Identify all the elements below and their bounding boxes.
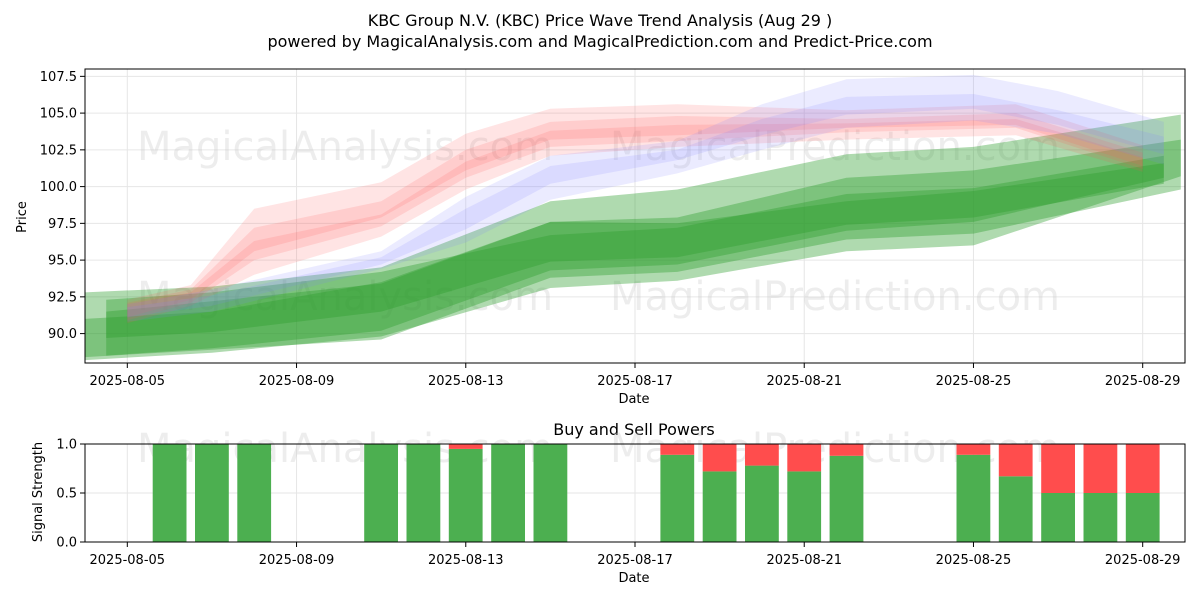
- buy-power-bar: [533, 444, 568, 542]
- top-y-axis-label: Price: [15, 201, 30, 233]
- sell-power-bar: [745, 444, 779, 466]
- sell-power-bar: [998, 444, 1033, 477]
- top-y-tick-label: 102.5: [40, 143, 77, 158]
- buy-power-bar: [195, 444, 229, 542]
- red-wave-band: [127, 104, 1143, 324]
- chart-title: KBC Group N.V. (KBC) Price Wave Trend An…: [368, 11, 833, 30]
- buy-power-bar: [1083, 493, 1118, 542]
- buy-power-bar: [745, 465, 779, 542]
- top-x-tick-label: 2025-08-09: [259, 374, 335, 389]
- sell-power-bar: [1083, 444, 1118, 493]
- bottom-chart-title: Buy and Sell Powers: [553, 420, 715, 439]
- blue-wave-band: [127, 74, 1164, 322]
- top-y-tick-label: 107.5: [40, 70, 77, 85]
- bottom-x-tick-label: 2025-08-13: [428, 553, 504, 568]
- top-y-tick-label: 90.0: [48, 327, 77, 342]
- buy-power-bar: [448, 448, 483, 542]
- red-wave-band: [127, 113, 1143, 321]
- bottom-y-tick-label: 0.0: [56, 536, 77, 551]
- bottom-y-tick-label: 0.5: [56, 487, 77, 502]
- watermark-text: MagicalPrediction.com: [610, 124, 1060, 170]
- top-x-tick-label: 2025-08-25: [936, 374, 1012, 389]
- buy-power-bar: [660, 454, 695, 542]
- buy-power-bar: [998, 476, 1033, 542]
- price-wave-plot: 2025-08-05 2025-08-09 2025-08-13 2025-08-17…: [40, 68, 1186, 389]
- green-wave-band: [85, 114, 1181, 361]
- bottom-x-tick-label: 2025-08-09: [259, 553, 335, 568]
- bottom-x-tick-label: 2025-08-17: [597, 553, 673, 568]
- buy-power-bar: [152, 444, 187, 542]
- buy-power-bar: [491, 444, 525, 542]
- top-x-tick-label: 2025-08-13: [428, 374, 504, 389]
- buy-power-bar: [829, 455, 864, 542]
- bottom-y-axis-label: Signal Strength: [31, 442, 46, 542]
- watermark-text: MagicalPrediction.com: [610, 274, 1060, 320]
- sell-power-bar: [829, 444, 864, 456]
- top-y-tick-label: 92.5: [48, 290, 77, 305]
- green-wave-band: [106, 155, 1164, 356]
- green-wave-band: [106, 163, 1164, 338]
- top-x-tick-label: 2025-08-21: [766, 374, 842, 389]
- buy-power-bar: [1041, 493, 1075, 542]
- top-x-tick-label: 2025-08-05: [90, 374, 166, 389]
- bottom-plot-frame: [84, 443, 1186, 543]
- buy-power-bar: [787, 471, 822, 542]
- sell-power-bar: [1041, 444, 1075, 493]
- chart-subtitle: powered by MagicalAnalysis.com and Magic…: [267, 32, 932, 51]
- buy-power-bar: [364, 444, 398, 542]
- green-wave-band: [85, 139, 1181, 358]
- bottom-x-tick-label: 2025-08-21: [766, 553, 842, 568]
- top-y-tick-label: 105.0: [40, 107, 77, 122]
- bottom-y-tick-label: 1.0: [56, 438, 77, 453]
- buy-power-bar: [956, 454, 991, 542]
- bottom-x-tick-label: 2025-08-25: [936, 553, 1012, 568]
- bottom-x-tick-label: 2025-08-29: [1105, 553, 1181, 568]
- top-y-tick-label: 95.0: [48, 254, 77, 269]
- top-x-axis-label: Date: [618, 392, 649, 407]
- buy-power-bar: [1125, 493, 1160, 542]
- buy-power-bar: [406, 444, 441, 542]
- sell-power-bar: [660, 444, 695, 455]
- buy-power-bar: [237, 444, 272, 542]
- top-x-tick-label: 2025-08-29: [1105, 374, 1181, 389]
- watermark-text: MagicalAnalysis.com: [137, 274, 553, 320]
- top-plot-frame: [84, 68, 1186, 364]
- top-x-tick-label: 2025-08-17: [597, 374, 673, 389]
- buy-power-bar: [702, 471, 737, 542]
- top-y-tick-label: 100.0: [40, 180, 77, 195]
- bottom-x-tick-label: 2025-08-05: [90, 553, 166, 568]
- buy-sell-plot: 2025-08-05 2025-08-09 2025-08-13 2025-08-17…: [56, 426, 1186, 568]
- sell-power-bar: [1125, 444, 1160, 493]
- sell-power-bar: [787, 444, 822, 472]
- watermark-text: MagicalAnalysis.com: [137, 124, 553, 170]
- sell-power-bar: [956, 444, 991, 455]
- blue-wave-band: [127, 94, 1164, 318]
- top-y-tick-label: 97.5: [48, 217, 77, 232]
- bottom-x-axis-label: Date: [618, 571, 649, 586]
- sell-power-bar: [702, 444, 737, 472]
- wave-bands: [85, 74, 1181, 361]
- sell-power-bar: [448, 444, 483, 449]
